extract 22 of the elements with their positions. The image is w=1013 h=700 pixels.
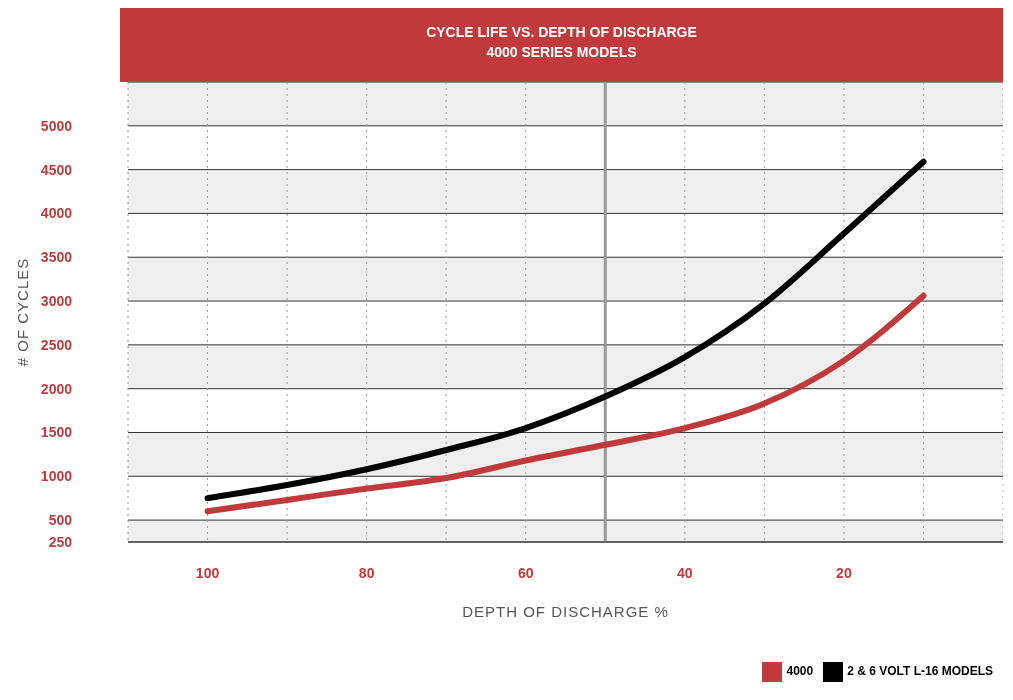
chart-title: CYCLE LIFE VS. DEPTH OF DISCHARGE — [425, 24, 698, 40]
y-tick-label: 250 — [48, 533, 73, 550]
y-tick-label: 3000 — [40, 293, 73, 310]
y-tick-label: 4500 — [40, 161, 73, 178]
y-axis-title: # OF CYCLES — [14, 257, 32, 367]
x-tick-label: 40 — [677, 564, 693, 581]
x-tick-label: 20 — [836, 564, 852, 581]
x-tick-label: 100 — [195, 564, 220, 581]
y-tick-label: 3500 — [40, 249, 73, 266]
y-tick-label: 5000 — [40, 117, 73, 134]
x-axis-title: DEPTH OF DISCHARGE % — [462, 603, 669, 620]
x-tick-label: 80 — [358, 564, 375, 581]
y-tick-label: 4000 — [40, 205, 73, 222]
y-tick-label: 2000 — [40, 380, 73, 397]
y-tick-label: 1500 — [40, 424, 73, 441]
x-tick-label: 60 — [517, 564, 534, 581]
y-tick-label: 1000 — [40, 468, 73, 485]
legend-label: 4000 — [786, 664, 814, 679]
legend-label: 2 & 6 VOLT L-16 MODELS — [847, 664, 993, 679]
y-tick-label: 500 — [48, 512, 73, 529]
chart-subtitle: 4000 SERIES MODELS — [485, 44, 638, 60]
y-tick-label: 2500 — [40, 336, 73, 353]
